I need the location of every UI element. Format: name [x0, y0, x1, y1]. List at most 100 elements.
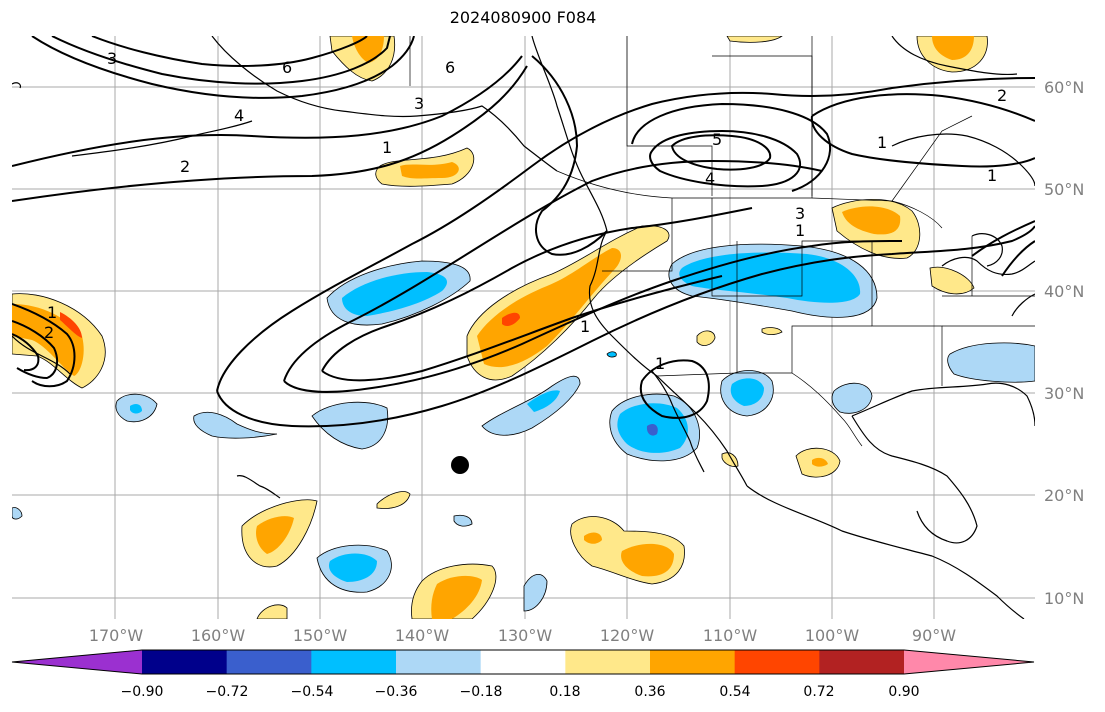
contour-6-inner: [91, 36, 368, 67]
contour-east-2: [1001, 240, 1035, 277]
contour-4-ridge: [649, 129, 802, 188]
coastline-hawaii: [236, 475, 281, 499]
border-bc-alberta: [626, 36, 713, 196]
colorbar-segment: [734, 650, 820, 674]
lat-label-20n: 20°N: [1044, 486, 1085, 505]
positive-anomaly-sw4: [256, 604, 288, 619]
graticule: [12, 36, 1035, 619]
coastlines: [12, 36, 1035, 619]
negative-anomaly-central: [311, 401, 389, 450]
positive-anomaly-nm: [761, 327, 783, 336]
colorbar-segment: [311, 650, 397, 674]
coastline-gulf-north: [851, 382, 1035, 427]
positive-anomaly-west-peak: [60, 312, 82, 338]
contour-label: 1: [382, 138, 392, 157]
colorbar-tick-label: 0.18: [549, 684, 581, 700]
anomaly-fills: [12, 36, 1035, 619]
colorbar-tick-label: −0.36: [374, 684, 418, 700]
negative-anomaly-edge: [12, 507, 23, 520]
border-east-states: [942, 236, 1035, 327]
colorbar-segment: [819, 650, 905, 674]
coastline-siberia: [12, 82, 22, 89]
contour-label: 1: [47, 303, 57, 322]
contour-3-ridge: [631, 102, 832, 192]
border-us-mexico-east: [791, 372, 863, 447]
negative-anomaly-small1: [453, 514, 473, 527]
coastline-mexico-pacific: [746, 485, 1025, 619]
border-central-states: [871, 241, 943, 386]
colorbar-segments: [11, 649, 1035, 675]
lon-label-90w: 90°W: [911, 626, 957, 645]
lon-label-170w: 170°W: [88, 626, 144, 645]
colorbar-extend-min: [12, 650, 142, 674]
colorbar-tick-label: −0.90: [120, 684, 164, 700]
positive-anomaly-ep1-core2: [584, 532, 602, 544]
lon-label-150w: 150°W: [292, 626, 348, 645]
contour-label: 1: [795, 221, 805, 240]
negative-anomaly-tiny: [606, 351, 617, 358]
colorbar-segment: [396, 650, 482, 674]
contour-3-south: [321, 275, 723, 382]
colorbar: [11, 649, 1035, 675]
coastline-alaska-south: [211, 36, 558, 172]
negative-anomaly-nwmexico-core: [730, 378, 764, 406]
colorbar-segment: [226, 650, 312, 674]
contour-label: 1: [655, 354, 665, 373]
colorbar-tick-label: −0.54: [290, 684, 334, 700]
border-prairies: [712, 55, 813, 196]
coastline-pacific: [531, 36, 748, 487]
contour-label: 4: [705, 169, 715, 188]
contour-coastal: [531, 55, 608, 256]
negative-anomaly-subtropical-core: [527, 390, 560, 412]
contour-1-south: [216, 225, 1035, 428]
contour-1-hudson-south: [810, 115, 1035, 168]
coastline-lake-michigan: [971, 233, 1003, 267]
contour-label: 2: [997, 86, 1007, 105]
positive-anomaly-mexico-core: [812, 457, 828, 467]
border-canada-us: [556, 36, 813, 199]
colorbar-tick-label: −0.18: [459, 684, 503, 700]
contour-labels: 6 6 5 4 3 3 2 2 2 1 1 1 1 1 1 1 3 4: [44, 49, 1007, 373]
lon-label-160w: 160°W: [190, 626, 246, 645]
positive-anomaly-midwest-core: [842, 206, 901, 235]
negative-anomaly-small2: [523, 574, 548, 612]
positive-anomaly-ep1-core: [621, 543, 674, 577]
contour-label: 3: [414, 94, 424, 113]
contour-1-hudson: [811, 93, 1035, 122]
negative-anomaly-texas: [831, 382, 873, 414]
contour-label: 4: [234, 106, 244, 125]
contour-3-main: [321, 207, 753, 372]
lat-label-10n: 10°N: [1044, 589, 1085, 608]
colorbar-tick-label: −0.72: [205, 684, 249, 700]
contour-label: 3: [795, 204, 805, 223]
storm-position-dot: [451, 456, 469, 474]
contour-label: 2: [180, 157, 190, 176]
contour-label: 6: [445, 58, 455, 77]
contour-label: 1: [877, 133, 887, 152]
contour-3-bering: [31, 36, 415, 99]
contour-label: 1: [987, 166, 997, 185]
chart-title: 2024080900 F084: [449, 8, 597, 27]
lat-label-50n: 50°N: [1044, 180, 1085, 199]
contour-1-cutoff: [639, 359, 710, 419]
contour-1-north: [12, 55, 523, 167]
positive-anomaly-goa-core: [400, 162, 459, 179]
positive-anomaly-offshore-core: [477, 248, 621, 368]
contour-1-west: [12, 303, 76, 388]
coastline-aleutian: [71, 120, 253, 157]
contour-lines: [12, 36, 1035, 428]
contour-label: 1: [580, 317, 590, 336]
lon-label-140w: 140°W: [394, 626, 450, 645]
colorbar-tick-label: 0.90: [888, 684, 920, 700]
contour-2-main: [283, 159, 823, 382]
lon-label-110w: 110°W: [702, 626, 758, 645]
contour-2-west: [12, 320, 59, 380]
positive-anomaly-sw3-core: [431, 575, 482, 619]
colorbar-tick-label: 0.54: [719, 684, 751, 700]
contour-6-bering: [51, 36, 391, 85]
contour-label: 2: [44, 323, 54, 342]
positive-anomaly-az: [696, 330, 716, 346]
positive-anomaly-offshore-peak: [502, 312, 520, 326]
contour-east-1: [971, 220, 1035, 257]
positive-anomaly-canada: [726, 36, 783, 43]
